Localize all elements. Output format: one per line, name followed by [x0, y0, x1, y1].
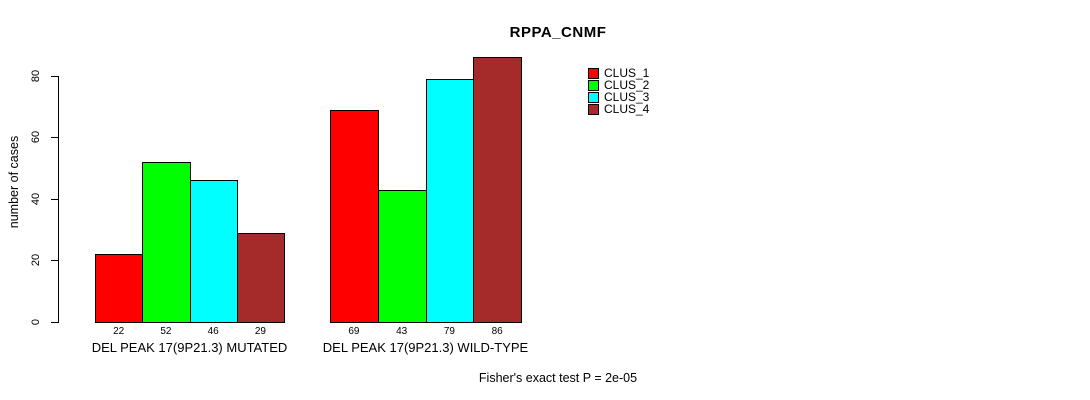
x-axis-group-label: DEL PEAK 17(9P21.3) MUTATED	[91, 340, 288, 355]
bar-value-label: 52	[160, 326, 172, 337]
x-axis-group-label: DEL PEAK 17(9P21.3) WILD-TYPE	[322, 340, 529, 355]
y-axis-tick	[51, 75, 58, 77]
y-axis-tick-label: 0	[30, 318, 42, 326]
bar-clus_2-group2	[377, 189, 427, 323]
fisher-test-annotation: Fisher's exact test P = 2e-05	[478, 371, 638, 385]
bar-value-label: 79	[443, 326, 455, 337]
y-axis-tick-label: 60	[30, 131, 42, 144]
bar-clus_3-group1	[189, 180, 238, 323]
y-axis-label: number of cases	[7, 135, 21, 229]
bar-value-label: 22	[113, 326, 125, 337]
bar-clus_1-group2	[330, 109, 379, 323]
legend-label-clus_2: CLUS_2	[604, 78, 650, 92]
bar-clus_3-group2	[425, 78, 475, 323]
bar-value-label: 69	[348, 326, 360, 337]
bar-clus_2-group1	[142, 161, 191, 323]
bar-value-label: 86	[491, 326, 503, 337]
y-axis-line	[58, 75, 59, 323]
bar-value-label: 43	[396, 326, 408, 337]
y-axis-tick	[51, 198, 58, 200]
y-axis-tick	[51, 322, 58, 323]
y-axis-tick	[51, 137, 58, 139]
legend-swatch-clus_4	[588, 104, 599, 115]
bar-clus_1-group1	[95, 254, 144, 323]
legend-label-clus_3: CLUS_3	[604, 90, 650, 104]
bar-clus_4-group1	[236, 232, 286, 323]
y-axis-tick-label: 40	[30, 192, 42, 205]
y-axis-tick-label: 80	[30, 69, 42, 82]
legend-swatch-clus_1	[588, 68, 599, 79]
legend-label-clus_4: CLUS_4	[604, 102, 650, 116]
bar-value-label: 46	[207, 326, 219, 337]
chart-title: RPPA_CNMF	[509, 24, 607, 41]
y-axis-tick-label: 20	[30, 254, 42, 267]
legend-label-clus_1: CLUS_1	[604, 66, 650, 80]
legend-swatch-clus_2	[588, 80, 599, 91]
legend-swatch-clus_3	[588, 92, 599, 103]
bar-clus_4-group2	[473, 57, 523, 323]
bar-value-label: 29	[254, 326, 266, 337]
y-axis-tick	[51, 260, 58, 262]
